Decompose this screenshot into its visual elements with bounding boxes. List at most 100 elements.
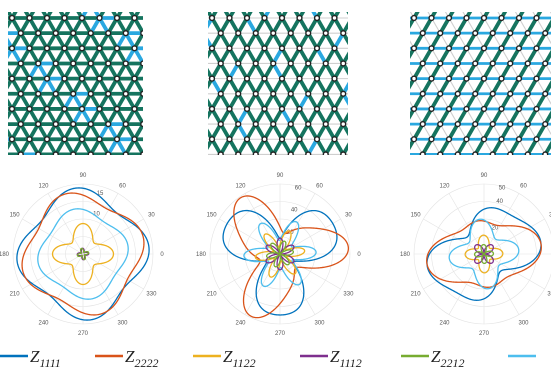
lattice-node: [394, 46, 399, 51]
lattice-bond: [387, 63, 396, 78]
lattice-bond: [187, 33, 196, 48]
lattice-node: [305, 60, 312, 67]
lattice-bond: [537, 185, 546, 200]
lattice-node: [376, 152, 381, 157]
lattice-node: [472, 90, 479, 97]
lattice-bond: [388, 48, 397, 63]
lattice-bond: [352, 124, 361, 139]
lattice-bond: [126, 185, 135, 200]
lattice-node: [385, 107, 390, 112]
lattice-node: [305, 120, 312, 128]
lattice-node: [515, 14, 523, 22]
lattice-node: [454, 151, 461, 155]
lattice-node: [350, 107, 355, 112]
lattice-bond: [458, 200, 467, 215]
lattice-bond: [141, 60, 143, 66]
lattice-bond: [187, 79, 196, 94]
lattice-bond: [528, 170, 537, 185]
lattice-bond: [370, 170, 379, 185]
lattice-node: [437, 60, 444, 67]
lattice-node: [167, 167, 172, 172]
lattice-node: [252, 151, 259, 155]
lattice-bond: [361, 18, 370, 33]
angle-tick-label: 30: [148, 213, 155, 219]
lattice-node: [270, 30, 277, 37]
lattice-bond: [141, 90, 143, 96]
lattice-node: [517, 197, 522, 202]
lattice-bond: [196, 124, 205, 139]
lattice-node: [306, 0, 311, 5]
lattice-node: [437, 120, 444, 128]
lattice-bond: [0, 170, 3, 185]
lattice-node: [429, 197, 434, 202]
lattice-node: [507, 120, 514, 128]
angle-tick-label: 300: [518, 320, 529, 326]
lattice-node: [185, 107, 190, 112]
angle-tick-label: 120: [38, 184, 49, 190]
lattice-node: [419, 151, 426, 155]
lattice-bond: [527, 153, 529, 155]
lattice-node: [393, 122, 398, 127]
lattice-node: [331, 14, 338, 22]
lattice-bond: [170, 94, 179, 109]
lattice-node: [53, 182, 58, 187]
lattice-node: [226, 75, 233, 82]
lattice-bond: [308, 170, 317, 185]
lattice-bond: [273, 200, 282, 215]
lattice-node: [358, 152, 363, 157]
lattice-bond: [178, 170, 187, 185]
lattice-bond: [458, 185, 467, 200]
series-z1212: [243, 220, 317, 288]
lattice-node: [183, 61, 188, 66]
lattice-bond: [352, 185, 361, 200]
lattice-bond: [414, 185, 423, 200]
lattice-node: [105, 90, 112, 97]
lattice-node: [445, 14, 453, 22]
lattice-node: [385, 182, 390, 187]
lattice-node: [183, 122, 188, 127]
lattice-node: [208, 75, 216, 82]
lattice-node: [419, 90, 426, 97]
lattice-bond: [187, 63, 196, 78]
lattice-bond: [195, 3, 204, 18]
lattice-node: [1, 61, 6, 66]
lattice-node: [217, 60, 224, 67]
lattice-bond: [21, 185, 30, 200]
lattice-bond: [472, 152, 478, 155]
lattice-bond: [177, 94, 186, 109]
lattice-node: [176, 152, 181, 157]
lattice-bond: [141, 31, 143, 37]
lattice-node: [167, 107, 172, 112]
lattice-node: [43, 136, 51, 143]
lattice-node: [278, 45, 286, 52]
lattice-bond: [361, 170, 370, 185]
lattice-bond: [388, 124, 397, 139]
lattice-node: [358, 122, 363, 127]
lattice-node: [367, 16, 372, 21]
lattice-node: [113, 14, 121, 22]
lattice-node: [385, 152, 390, 157]
lattice-node: [158, 0, 163, 5]
lattice-bond: [195, 109, 204, 124]
lattice-node: [150, 167, 155, 172]
lattice-node: [270, 120, 277, 128]
lattice-bond: [196, 94, 205, 109]
legend-item-z2212: Z2212: [401, 347, 464, 370]
lattice-node: [227, 197, 232, 202]
lattice-bond: [361, 154, 370, 169]
angle-tick-label: 210: [10, 292, 21, 298]
lattice-node: [17, 30, 24, 37]
lattice-node: [419, 30, 426, 37]
lattice-bond: [265, 170, 274, 185]
lattice-node: [480, 75, 488, 82]
lattice-bond: [178, 3, 187, 18]
lattice-node: [385, 61, 390, 66]
series-z1212: [448, 218, 520, 290]
lattice-bond: [379, 63, 388, 78]
lattice-node: [35, 90, 42, 97]
lattice-bond: [379, 94, 388, 109]
lattice-node: [18, 0, 23, 5]
radial-tick-label: 40: [291, 208, 298, 214]
lattice-node: [377, 16, 382, 21]
lattice-bond: [247, 170, 256, 185]
